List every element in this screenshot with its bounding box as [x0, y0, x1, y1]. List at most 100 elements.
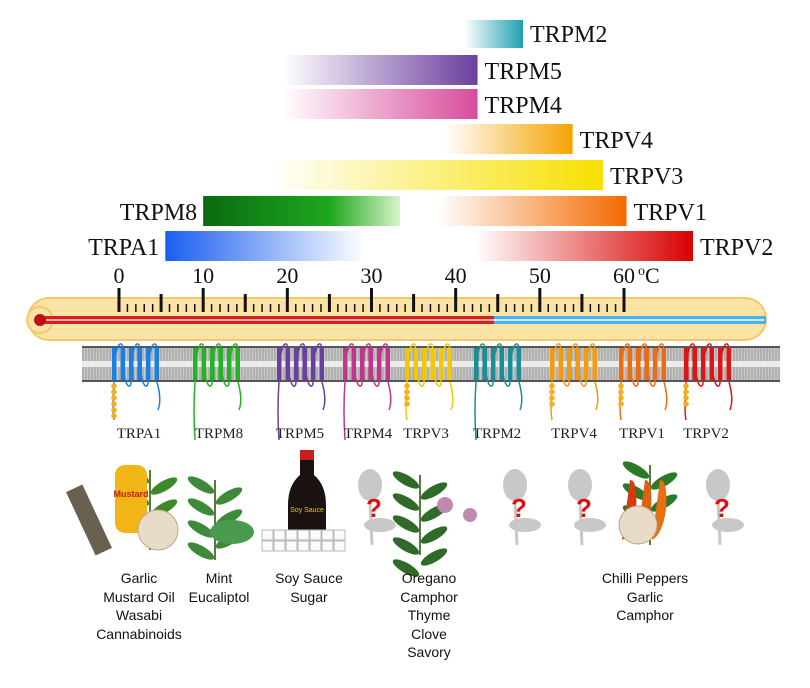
- ankyrin-repeat: [618, 401, 624, 407]
- channel-trpm5: TRPM5: [276, 343, 326, 442]
- channel-trpv1: TRPV1: [618, 343, 668, 442]
- bar-label: TRPA1: [88, 235, 159, 261]
- channel-trpm2: TRPM2: [473, 343, 523, 442]
- cell-membrane: TRPA1 TRPM8 TRPM5 TRPM4 TRPV3 TRPM2 TRPV4 TRPV1…: [82, 343, 780, 442]
- leaf: [420, 482, 448, 500]
- source-list: Chilli Peppers Garlic Camphor: [575, 569, 715, 625]
- channel-label: TRPM8: [195, 426, 243, 442]
- loop: [278, 343, 323, 387]
- activation-bars: TRPM2 TRPM5 TRPM4 TRPV4 TRPV3 TRPM8 TRPV1 TRPA1…: [88, 20, 773, 261]
- loop: [551, 343, 596, 387]
- bar-label: TRPM4: [485, 93, 562, 119]
- transmembrane-segment: [385, 348, 390, 380]
- sugar-cube: [333, 529, 346, 541]
- c-terminus: [321, 381, 326, 411]
- transmembrane-segment: [516, 348, 521, 380]
- transmembrane-segment: [319, 348, 324, 380]
- ankyrin-repeat: [111, 407, 117, 413]
- bar-fill: [269, 160, 603, 190]
- unknown-source: ?: [706, 469, 744, 546]
- source-item: Camphor: [616, 607, 674, 623]
- source-item: Mustard Oil: [103, 588, 175, 605]
- source-item: Oregano: [401, 570, 457, 586]
- leaf: [215, 487, 243, 505]
- thermometer-red-highlight: [42, 319, 496, 321]
- silhouette: [568, 469, 592, 501]
- activation-bar-trpv4: TRPV4: [444, 124, 653, 154]
- source-item: Soy Sauce: [275, 570, 343, 586]
- activation-bar-trpm4: TRPM4: [282, 89, 562, 119]
- temperature-scale: 0 10 20 30 40 50 60 oC: [114, 263, 660, 312]
- loop: [344, 343, 389, 387]
- leaf: [622, 461, 650, 479]
- thermometer-bulb: [34, 314, 46, 326]
- transmembrane-segment: [661, 348, 666, 380]
- sugar-cube: [273, 529, 286, 541]
- c-terminus: [449, 381, 454, 411]
- c-terminus: [237, 381, 242, 411]
- ankyrin-repeat: [683, 389, 689, 395]
- scale-label: 0: [114, 263, 125, 288]
- source-item: Cannabinoids: [96, 625, 182, 642]
- silhouette: [578, 499, 584, 546]
- ankyrin-repeat: [111, 395, 117, 401]
- ankyrin-repeat: [404, 383, 410, 389]
- leaf: [187, 542, 215, 560]
- loop: [475, 343, 520, 387]
- ankyrin-repeat: [618, 389, 624, 395]
- mustard-logo: Mustard: [113, 489, 148, 499]
- source-item: Sugar: [290, 588, 328, 605]
- unknown-source: ?: [503, 469, 541, 546]
- channel-label: TRPM5: [276, 426, 324, 442]
- question-mark-icon: ?: [714, 493, 730, 523]
- source-item: Savory: [407, 644, 451, 660]
- sugar-cube: [261, 529, 274, 541]
- sugar-cube: [333, 540, 346, 552]
- leaf: [392, 537, 420, 555]
- flower: [437, 497, 453, 513]
- transmembrane-segment: [154, 348, 159, 380]
- mint-eucalyptus: [187, 476, 243, 560]
- leaf: [392, 493, 420, 511]
- question-mark-icon: ?: [366, 493, 382, 523]
- source-list: Garlic Mustard Oil Wasabi Cannabinoids: [69, 569, 209, 643]
- sugar-cube: [321, 529, 334, 541]
- bar-fill: [282, 55, 478, 85]
- n-terminus: [343, 381, 346, 441]
- loop: [406, 343, 451, 387]
- ankyrin-repeat: [618, 395, 624, 401]
- activation-bar-trpm5: TRPM5: [282, 55, 562, 85]
- silhouette: [503, 469, 527, 501]
- activation-bar-trpv2: TRPV2: [475, 231, 773, 261]
- loop: [113, 343, 158, 387]
- scale-label: 60: [613, 263, 635, 288]
- channel-label: TRPA1: [117, 426, 161, 442]
- channel-label: TRPV1: [619, 426, 665, 442]
- sugar-cube: [273, 540, 286, 552]
- source-item: Thyme: [407, 607, 451, 623]
- silhouette: [368, 499, 374, 546]
- question-mark-icon: ?: [576, 493, 592, 523]
- sugar-cube: [297, 529, 310, 541]
- silhouette: [716, 499, 722, 546]
- leaf: [650, 472, 678, 490]
- transmembrane-segment: [726, 348, 731, 380]
- source-item: Garlic: [626, 588, 664, 605]
- leaf: [420, 548, 448, 566]
- soy-sauce-bottle: [288, 455, 326, 535]
- source-list: Oregano Camphor Thyme Clove Savory: [359, 569, 499, 662]
- scale-label: 50: [529, 263, 551, 288]
- flower: [463, 508, 477, 522]
- bar-label: TRPM2: [530, 22, 607, 48]
- bar-fill: [464, 20, 523, 48]
- ankyrin-repeat: [683, 395, 689, 401]
- c-terminus: [387, 381, 392, 411]
- ankyrin-repeat: [404, 395, 410, 401]
- channel-trpm8: TRPM8: [193, 343, 243, 442]
- c-terminus: [594, 381, 599, 411]
- ankyrin-repeat: [549, 383, 555, 389]
- leaf: [392, 471, 420, 489]
- activation-bar-trpv3: TRPV3: [269, 160, 683, 190]
- leaf: [187, 476, 215, 494]
